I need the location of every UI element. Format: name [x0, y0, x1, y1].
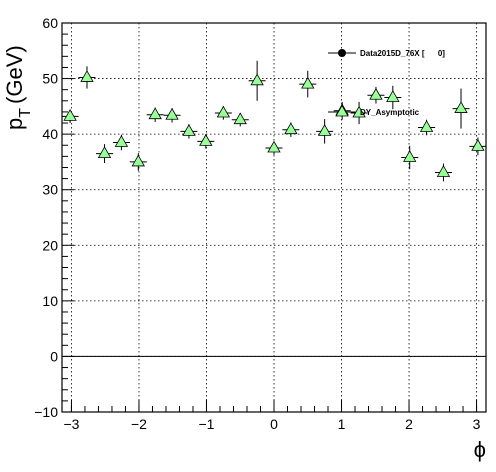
triangle-marker — [97, 146, 112, 158]
legend-entry-1-label: Data2015D_76X [ 0] — [360, 49, 445, 58]
y-tick-label: 40 — [42, 126, 58, 142]
y-tick-label: 0 — [50, 348, 58, 364]
y-tick-labels: −10 0 10 20 30 40 50 60 — [34, 15, 58, 420]
triangle-marker — [436, 165, 451, 177]
triangle-marker — [216, 105, 231, 118]
triangle-marker — [419, 120, 434, 132]
y-tick-label: 60 — [42, 15, 58, 31]
data-point — [129, 153, 147, 171]
data-point — [418, 119, 436, 136]
data-point — [299, 70, 317, 98]
data-point — [214, 105, 232, 120]
y-tick-label: 50 — [42, 71, 58, 87]
y-axis-label-unit: (GeV) — [2, 45, 27, 104]
data-point — [401, 145, 419, 170]
triangle-marker — [317, 124, 332, 136]
legend-entry-2-label: DY_Asymptotic — [360, 108, 420, 117]
data-point — [112, 134, 130, 151]
data-point — [367, 86, 385, 104]
legend: Data2015D_76X [ 0] DY_Asymptotic — [328, 49, 445, 117]
triangle-marker — [165, 107, 179, 120]
data-point — [452, 88, 470, 129]
data-point — [434, 163, 452, 182]
data-point — [61, 109, 79, 124]
data-point — [146, 107, 164, 122]
x-tick-label: 2 — [405, 416, 413, 432]
triangle-marker — [182, 124, 196, 136]
legend-entry-2-marker — [335, 104, 349, 117]
triangle-marker — [369, 87, 383, 100]
x-tick-label: 0 — [270, 416, 278, 432]
x-tick-label: 1 — [338, 416, 346, 432]
data-point — [265, 140, 283, 155]
data-point — [282, 122, 300, 137]
data-point — [469, 137, 487, 156]
triangle-marker — [284, 122, 298, 135]
triangle-marker — [131, 154, 145, 167]
triangle-marker — [301, 76, 315, 89]
data-point — [197, 134, 215, 149]
data-point — [96, 144, 114, 164]
axis-ticks — [62, 22, 478, 413]
triangle-marker — [63, 109, 77, 121]
triangle-marker — [233, 112, 247, 125]
triangle-marker — [199, 134, 213, 146]
data-point — [180, 124, 198, 139]
legend-entry-1-marker — [338, 49, 346, 57]
triangle-marker — [114, 135, 129, 147]
data-point — [163, 107, 181, 123]
data-point — [384, 85, 402, 110]
x-tick-label: −3 — [63, 416, 79, 432]
data-point — [248, 60, 266, 101]
triangle-marker — [267, 140, 281, 153]
triangle-marker — [352, 105, 366, 118]
x-axis-label: ϕ — [474, 437, 486, 462]
data-point — [350, 101, 368, 125]
y-tick-label: 20 — [42, 237, 58, 253]
y-axis-label: pT (GeV) — [2, 45, 34, 130]
triangle-marker — [471, 139, 485, 151]
y-axis-label-main: p — [2, 118, 27, 130]
triangle-marker — [148, 107, 162, 120]
y-tick-label: 10 — [42, 293, 58, 309]
x-tick-labels: −3 −2 −1 0 1 2 3 — [63, 416, 480, 432]
triangle-marker — [80, 70, 94, 82]
x-tick-label: 3 — [473, 416, 481, 432]
triangle-marker — [403, 150, 417, 162]
y-axis-label-sub: T — [17, 108, 34, 118]
data-point — [231, 112, 249, 127]
triangle-marker — [386, 90, 400, 102]
triangle-marker — [454, 101, 468, 113]
x-tick-label: −2 — [131, 416, 147, 432]
x-tick-label: −1 — [198, 416, 214, 432]
data-point — [316, 119, 334, 144]
triangle-marker — [250, 73, 264, 86]
y-tick-label: −10 — [34, 404, 58, 420]
y-tick-label: 30 — [42, 182, 58, 198]
data-point — [78, 66, 96, 89]
